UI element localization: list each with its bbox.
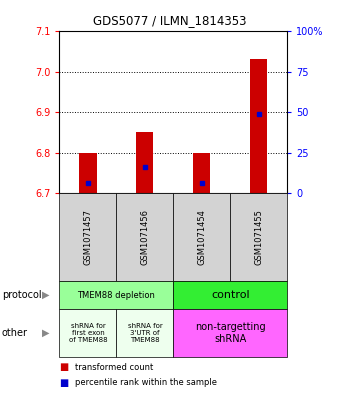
Text: GSM1071454: GSM1071454 — [198, 209, 206, 265]
Text: ▶: ▶ — [42, 328, 50, 338]
Text: ▶: ▶ — [42, 290, 50, 300]
Bar — [193, 152, 210, 193]
Bar — [250, 59, 267, 193]
Text: shRNA for
first exon
of TMEM88: shRNA for first exon of TMEM88 — [69, 323, 107, 343]
Text: GDS5077 / ILMN_1814353: GDS5077 / ILMN_1814353 — [93, 14, 247, 27]
Text: ■: ■ — [59, 362, 69, 372]
Bar — [136, 132, 153, 193]
Bar — [80, 152, 97, 193]
Text: ■: ■ — [59, 378, 69, 388]
Text: transformed count: transformed count — [75, 363, 153, 371]
Text: GSM1071455: GSM1071455 — [254, 209, 263, 265]
Text: TMEM88 depletion: TMEM88 depletion — [78, 290, 155, 299]
Text: protocol: protocol — [2, 290, 41, 300]
Text: non-targetting
shRNA: non-targetting shRNA — [195, 322, 266, 344]
Text: GSM1071457: GSM1071457 — [84, 209, 92, 265]
Text: percentile rank within the sample: percentile rank within the sample — [75, 378, 217, 387]
Text: shRNA for
3'UTR of
TMEM88: shRNA for 3'UTR of TMEM88 — [128, 323, 162, 343]
Text: other: other — [2, 328, 28, 338]
Text: GSM1071456: GSM1071456 — [140, 209, 149, 265]
Text: control: control — [211, 290, 250, 300]
